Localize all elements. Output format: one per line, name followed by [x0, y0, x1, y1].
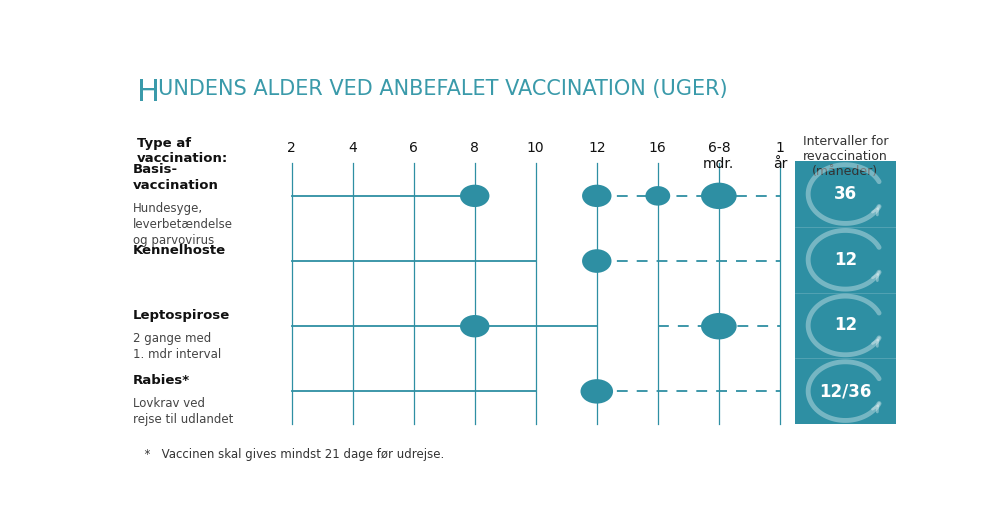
Text: UNDENS ALDER VED ANBEFALET VACCINATION (UGER): UNDENS ALDER VED ANBEFALET VACCINATION (…: [158, 79, 727, 99]
Ellipse shape: [701, 313, 737, 340]
Ellipse shape: [460, 315, 489, 338]
Text: H: H: [137, 78, 160, 107]
Text: 10: 10: [527, 141, 545, 155]
Text: Hundesyge,
leverbetændelse
og parvovirus: Hundesyge, leverbetændelse og parvovirus: [133, 202, 233, 247]
Text: 2: 2: [287, 141, 296, 155]
Text: 36: 36: [834, 185, 857, 203]
Text: 12: 12: [834, 251, 857, 269]
Text: Type af
vaccination:: Type af vaccination:: [137, 137, 228, 165]
Text: Leptospirose: Leptospirose: [133, 309, 230, 322]
Text: 8: 8: [470, 141, 479, 155]
Text: 16: 16: [649, 141, 667, 155]
Text: 6: 6: [409, 141, 418, 155]
Ellipse shape: [582, 249, 612, 273]
Text: 12: 12: [834, 316, 857, 334]
Text: 2 gange med
1. mdr interval: 2 gange med 1. mdr interval: [133, 332, 221, 361]
Text: 4: 4: [348, 141, 357, 155]
Ellipse shape: [645, 186, 670, 206]
Text: *   Vaccinen skal gives mindst 21 dage før udrejse.: * Vaccinen skal gives mindst 21 dage før…: [137, 449, 444, 461]
Ellipse shape: [582, 185, 612, 207]
Bar: [795, 161, 896, 424]
Ellipse shape: [701, 183, 737, 209]
Ellipse shape: [581, 379, 613, 404]
Text: 12: 12: [588, 141, 606, 155]
Text: 6-8
mdr.: 6-8 mdr.: [703, 141, 734, 171]
Text: 12/36: 12/36: [819, 382, 872, 400]
Text: Lovkrav ved
rejse til udlandet: Lovkrav ved rejse til udlandet: [133, 397, 233, 426]
Text: Basis-
vaccination: Basis- vaccination: [133, 163, 219, 192]
Text: Kennelhoste: Kennelhoste: [133, 244, 226, 257]
Text: Intervaller for
revaccination
(måneder): Intervaller for revaccination (måneder): [803, 135, 888, 178]
Text: Rabies*: Rabies*: [133, 375, 190, 387]
Text: 1
år: 1 år: [773, 141, 787, 171]
Ellipse shape: [460, 185, 489, 207]
